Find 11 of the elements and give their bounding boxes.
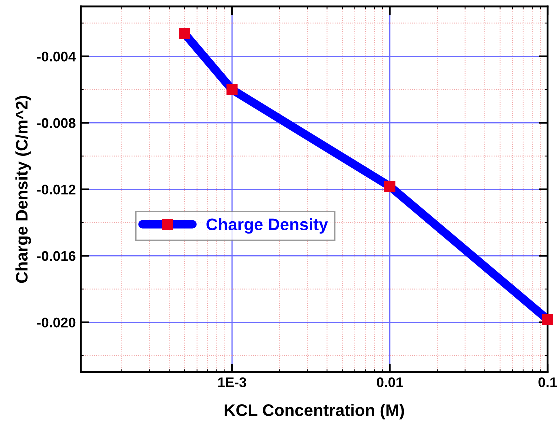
y-tick-label: -0.012 <box>37 184 76 195</box>
y-tick-label: -0.016 <box>37 251 76 262</box>
x-axis-title: KCL Concentration (M) <box>224 404 404 420</box>
y-tick-label: -0.004 <box>37 52 76 62</box>
x-tick-label: 0.1 <box>538 378 558 388</box>
x-tick-label: 1E-3 <box>218 378 246 388</box>
y-axis-title: Charge Density (C/m^2) <box>16 96 32 284</box>
y-tick-label: -0.008 <box>37 118 76 128</box>
legend-label: Charge Density <box>206 218 328 234</box>
x-tick-label: 0.01 <box>377 378 404 388</box>
y-tick-label: -0.020 <box>37 318 76 328</box>
